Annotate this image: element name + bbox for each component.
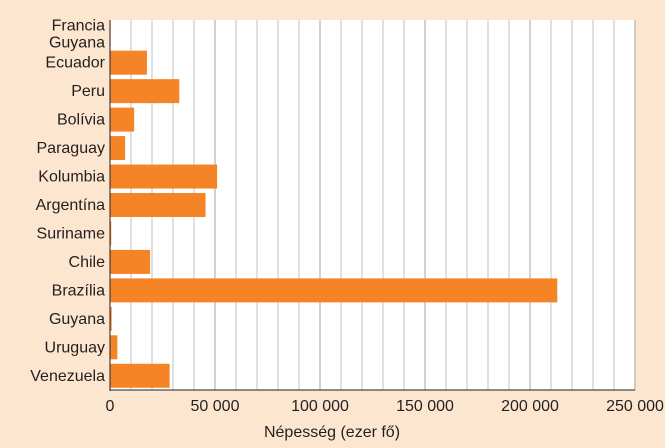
category-label: Uruguay: [45, 339, 105, 356]
bar: [110, 363, 170, 388]
category-label: Ecuador: [45, 55, 105, 72]
category-label: Brazília: [52, 282, 105, 299]
category-label: Francia Guyana: [49, 18, 105, 52]
category-label: Argentína: [36, 197, 105, 214]
category-label: Bolívia: [57, 112, 105, 129]
bar: [110, 306, 112, 331]
x-axis-title: Népesség (ezer fő): [264, 424, 400, 441]
bar: [110, 107, 135, 132]
bar: [110, 249, 151, 274]
category-label: Venezuela: [30, 368, 105, 385]
category-label: Suriname: [37, 225, 106, 242]
bar: [110, 278, 558, 303]
x-tick-labels: 0 50 000 100 000 150 000 200 000 250 000: [106, 398, 664, 415]
bar: [110, 79, 180, 104]
category-label: Guyana: [49, 311, 105, 328]
bar: [110, 193, 206, 217]
category-label: Peru: [71, 83, 105, 100]
bar: [110, 335, 118, 360]
category-label: Paraguay: [37, 140, 106, 157]
bar: [110, 221, 112, 246]
bar: [110, 50, 147, 75]
category-label: Chile: [69, 254, 106, 271]
x-tick-label: 50 000: [191, 398, 240, 415]
x-tick-label: 250 000: [606, 398, 664, 415]
axes: [109, 20, 635, 391]
x-tick-label: 100 000: [291, 398, 349, 415]
bar: [110, 136, 126, 161]
category-label: Kolumbia: [38, 169, 105, 186]
x-tick-label: 150 000: [396, 398, 454, 415]
x-tick-label: 200 000: [501, 398, 559, 415]
bars: [110, 22, 558, 388]
category-labels: Francia Guyana Ecuador Peru Bolívia Paraguay K…: [30, 18, 105, 385]
x-tick-label: 0: [106, 398, 115, 415]
bar: [110, 164, 218, 189]
